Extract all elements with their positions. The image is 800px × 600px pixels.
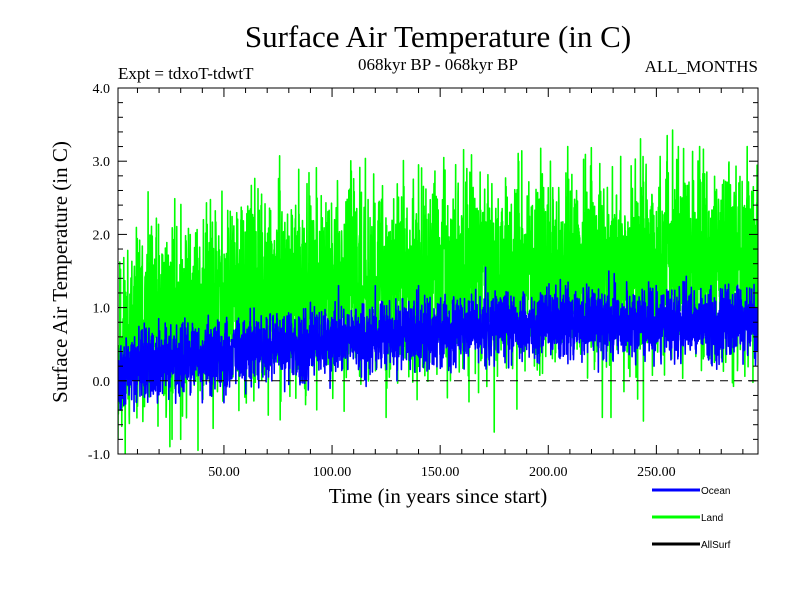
y-axis-label: Surface Air Temperature (in C) xyxy=(48,141,72,403)
tick-layer: 50.00 100.00 150.00 200.00 250.00 -1.0 0.0 1.0 2… xyxy=(88,82,758,480)
plot-frame xyxy=(117,87,759,455)
chart-subtitle-right: ALL_MONTHS xyxy=(645,57,758,76)
y-tick-label: 1.0 xyxy=(93,302,111,317)
x-tick-label: 150.00 xyxy=(421,465,460,480)
x-tick-label: 50.00 xyxy=(208,465,240,480)
y-tick-label: 4.0 xyxy=(93,82,111,97)
legend-label-land: Land xyxy=(701,513,723,524)
y-tick-label: 2.0 xyxy=(93,228,111,243)
x-tick-label: 100.00 xyxy=(313,465,352,480)
y-tick-label: -1.0 xyxy=(88,448,110,463)
legend-label-allsurf: AllSurf xyxy=(701,540,731,551)
series-line-ocean xyxy=(118,266,758,413)
y-tick-label: 0.0 xyxy=(93,375,111,390)
x-axis-label: Time (in years since start) xyxy=(329,484,548,508)
x-tick-label: 200.00 xyxy=(529,465,568,480)
chart-subtitle-center: 068kyr BP - 068kyr BP xyxy=(358,55,518,74)
legend: Ocean Land AllSurf xyxy=(652,486,731,551)
legend-label-ocean: Ocean xyxy=(701,486,730,497)
series-layer xyxy=(118,129,758,454)
y-tick-label: 3.0 xyxy=(93,155,111,170)
chart-subtitle-left: Expt = tdxoT-tdwtT xyxy=(118,64,254,83)
series-line-land xyxy=(118,129,758,454)
chart-title: Surface Air Temperature (in C) xyxy=(245,19,631,54)
x-tick-label: 250.00 xyxy=(637,465,676,480)
